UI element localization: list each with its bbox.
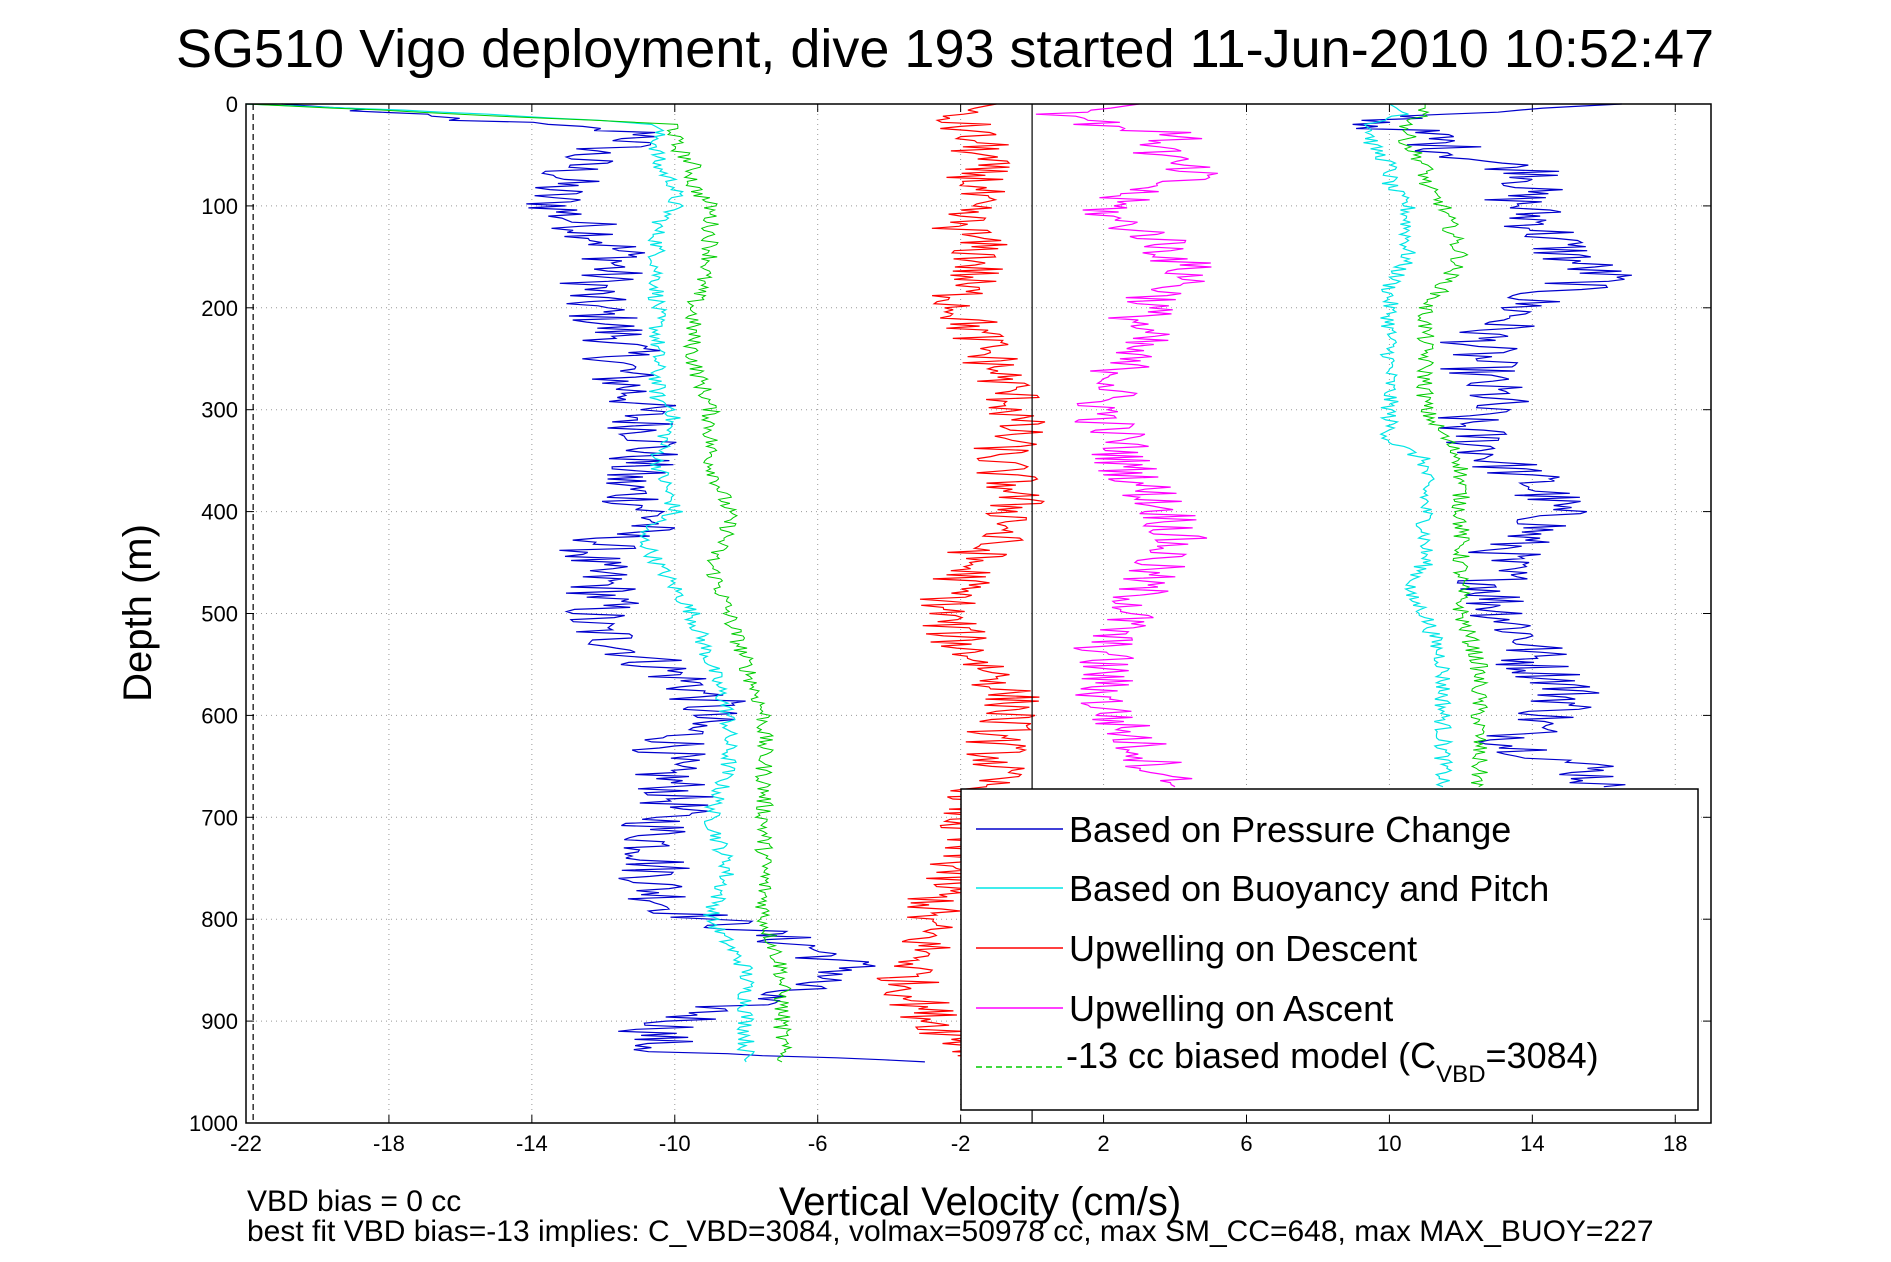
series-model_descent [245,103,793,1063]
x-tick-label: 10 [1377,1131,1401,1156]
legend-label-upwelling-ascent: Upwelling on Ascent [1069,988,1393,1029]
y-tick-label: 1000 [189,1111,238,1136]
x-tick-label: -10 [659,1131,691,1156]
series-buoyancy_ascent [1363,103,1454,788]
series-buoyancy_descent [245,103,755,1063]
legend: Based on Pressure Change Based on Buoyan… [960,788,1699,1111]
y-tick-label: 0 [226,92,238,117]
plot-frame [245,103,1712,1124]
legend-model-prefix: -13 cc biased model (C [1066,1035,1436,1076]
footer-line-2: best fit VBD bias=-13 implies: C_VBD=308… [247,1215,1654,1248]
series-model_ascent [1397,104,1489,788]
x-tick-label: -6 [808,1131,828,1156]
legend-model-subscript: VBD [1436,1061,1485,1088]
y-tick-label: 400 [201,500,238,525]
legend-label-pressure: Based on Pressure Change [1069,809,1511,850]
chart-title: SG510 Vigo deployment, dive 193 started … [176,19,1714,79]
y-tick-labels: 0 100 200 300 400 500 600 700 800 900 1000 [189,92,238,1136]
series-pressure_ascent [1352,103,1632,788]
y-axis-label: Depth (m) [116,524,160,702]
x-tick-label: -2 [951,1131,971,1156]
x-tick-label: -22 [230,1131,262,1156]
y-tick-label: 700 [201,805,238,830]
reference-lines [252,104,1033,1123]
x-tick-label: 18 [1663,1131,1687,1156]
series-upwelling_descent [876,103,1046,1063]
legend-box [960,788,1699,1111]
x-tick-label: -18 [373,1131,405,1156]
legend-label-model: -13 cc biased model (CVBD=3084) [1066,1035,1599,1088]
y-tick-label: 600 [201,703,238,728]
legend-label-upwelling-descent: Upwelling on Descent [1069,928,1417,969]
y-tick-label: 200 [201,296,238,321]
series-group [245,103,1632,1063]
x-tick-labels: -22 -18 -14 -10 -6 -2 2 6 10 14 18 [230,1131,1687,1156]
x-tick-label: 6 [1240,1131,1252,1156]
x-axis-label: Vertical Velocity (cm/s) [779,1180,1181,1224]
y-tick-label: 100 [201,194,238,219]
legend-label-buoyancy: Based on Buoyancy and Pitch [1069,868,1549,909]
y-tick-label: 300 [201,398,238,423]
legend-model-suffix: =3084) [1486,1035,1599,1076]
series-pressure_descent [281,103,925,1063]
y-tick-label: 800 [201,907,238,932]
footer-line-1: VBD bias = 0 cc [247,1185,461,1218]
series-upwelling_ascent [1035,103,1218,788]
y-tick-label: 500 [201,602,238,627]
x-tick-label: 14 [1520,1131,1544,1156]
y-tick-label: 900 [201,1009,238,1034]
x-tick-label: 2 [1097,1131,1109,1156]
x-tick-label: -14 [516,1131,548,1156]
